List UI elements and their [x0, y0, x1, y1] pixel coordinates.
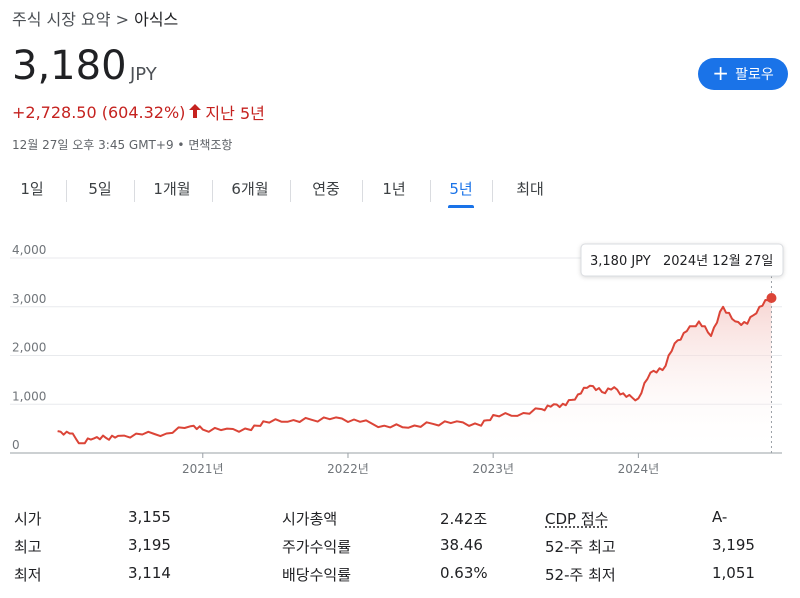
tab-1m[interactable]: 1개월: [153, 180, 191, 198]
tab-1d[interactable]: 1일: [20, 180, 44, 198]
meta-dot: •: [177, 138, 189, 152]
stat-label-cdp-score[interactable]: CDP 점수: [545, 510, 609, 528]
tab-divider: [362, 180, 363, 202]
price-change: +2,728.50 (604.32%) 지난 5년: [12, 100, 265, 124]
price-line: [57, 297, 773, 445]
tab-5y[interactable]: 5년: [442, 172, 480, 210]
follow-button[interactable]: + 팔로우: [698, 58, 788, 90]
current-price-dot: [766, 292, 777, 303]
arrow-up-icon: [189, 103, 202, 122]
breadcrumb-separator: >: [115, 10, 129, 29]
stat-value-pe-ratio: 38.46: [440, 536, 483, 554]
tab-divider: [134, 180, 135, 202]
price-chart[interactable]: 4,000 3,000 2,000 1,000 0 2021년 2022년 2023년 2024…: [0, 240, 800, 480]
stat-label-52w-high: 52-주 최고: [545, 538, 616, 556]
breadcrumb: 주식 시장 요약 > 아식스: [12, 6, 178, 30]
follow-button-label: 팔로우: [735, 67, 774, 83]
quote-meta: 12월 27일 오후 3:45 GMT+9 • 면책조항: [12, 136, 232, 153]
stat-value-open: 3,155: [128, 508, 171, 526]
stat-value-low: 3,114: [128, 564, 171, 582]
tooltip-date: 2024년 12월 27일: [663, 254, 773, 269]
tab-ytd[interactable]: 연중: [312, 180, 340, 198]
breadcrumb-current: 아식스: [134, 10, 179, 29]
price-area: [57, 298, 772, 453]
x-tick-label: 2022년: [327, 462, 369, 476]
tab-divider: [212, 180, 213, 202]
stat-label-dividend-yield: 배당수익률: [282, 566, 352, 584]
stat-value-52w-high: 3,195: [712, 536, 755, 554]
stat-value-high: 3,195: [128, 536, 171, 554]
tab-6m[interactable]: 6개월: [231, 180, 269, 198]
y-tick-label: 1,000: [12, 389, 46, 403]
tooltip-price: 3,180 JPY: [590, 254, 651, 269]
chart-tooltip: 3,180 JPY 2024년 12월 27일: [580, 243, 784, 277]
tab-divider: [430, 180, 431, 202]
x-tick-label: 2023년: [472, 462, 514, 476]
price-change-value: +2,728.50 (604.32%): [12, 102, 186, 122]
stat-value-market-cap: 2.42조: [440, 510, 488, 528]
stat-label-pe-ratio: 주가수익률: [282, 538, 352, 556]
y-tick-label: 0: [12, 438, 20, 452]
quote-timestamp: 12월 27일 오후 3:45 GMT+9: [12, 138, 174, 152]
y-tick-label: 3,000: [12, 292, 46, 306]
tab-divider: [290, 180, 291, 202]
stat-label-market-cap: 시가총액: [282, 510, 338, 528]
tab-5d[interactable]: 5일: [88, 180, 112, 198]
stat-label-open: 시가: [14, 510, 42, 528]
y-tick-label: 4,000: [12, 243, 46, 257]
tab-1y[interactable]: 1년: [382, 180, 406, 198]
breadcrumb-parent[interactable]: 주식 시장 요약: [12, 10, 111, 29]
x-tick-label: 2024년: [618, 462, 660, 476]
stat-value-52w-low: 1,051: [712, 564, 755, 582]
price-change-period: 지난 5년: [205, 104, 265, 123]
y-tick-label: 2,000: [12, 341, 46, 355]
x-tick-label: 2021년: [182, 462, 224, 476]
tab-divider: [66, 180, 67, 202]
range-tabs: 1일 5일 1개월 6개월 연중 1년 5년 최대: [0, 172, 800, 212]
price-currency: JPY: [130, 64, 157, 85]
stat-label-52w-low: 52-주 최저: [545, 566, 616, 584]
stat-value-dividend-yield: 0.63%: [440, 564, 488, 582]
stock-price: 3,180: [12, 43, 127, 89]
stat-value-cdp-score: A-: [712, 508, 728, 526]
stat-label-low: 최저: [14, 566, 42, 584]
plus-icon: +: [712, 61, 730, 85]
stat-label-high: 최고: [14, 538, 42, 556]
tab-divider: [492, 180, 493, 202]
disclaimer-link[interactable]: 면책조항: [188, 138, 233, 152]
tab-max[interactable]: 최대: [516, 180, 544, 198]
